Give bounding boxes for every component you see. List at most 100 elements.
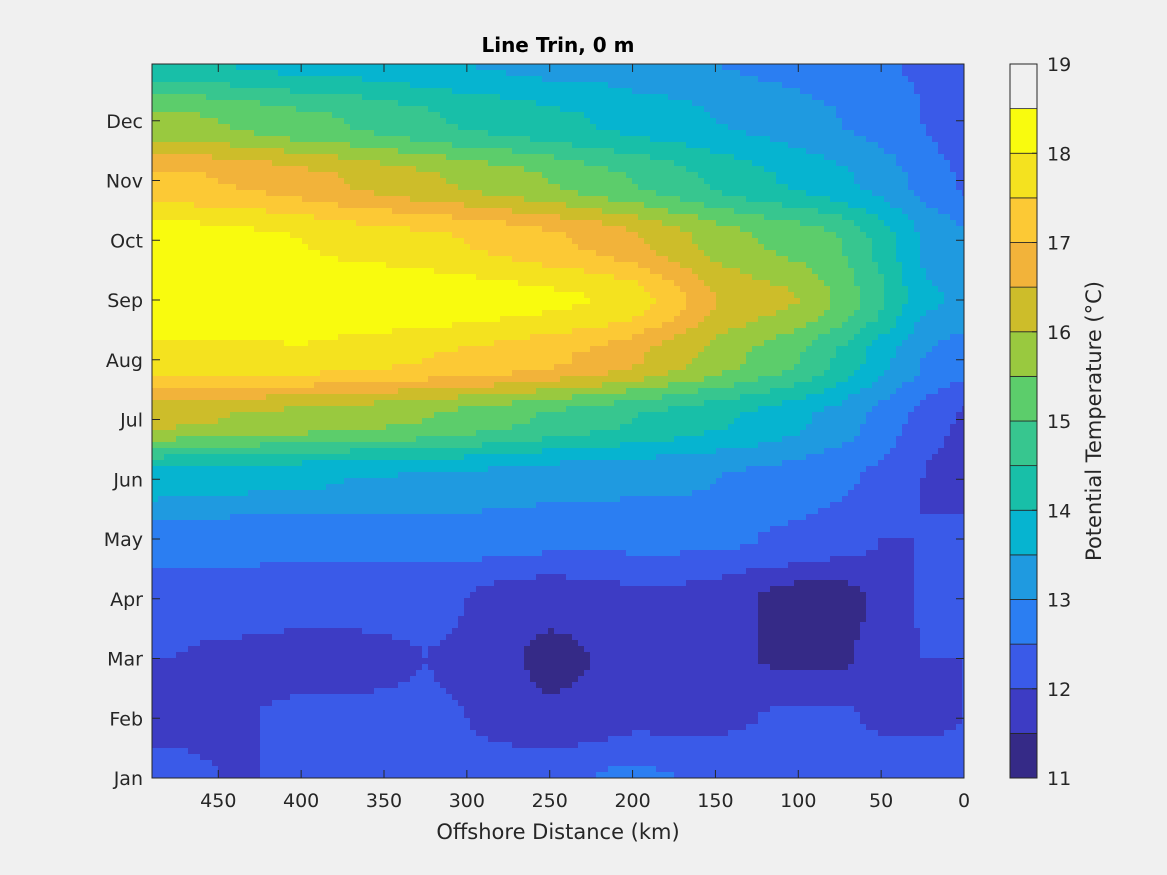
- contour-cell: [866, 412, 909, 419]
- contour-cell: [710, 286, 789, 293]
- contour-cell: [152, 202, 195, 209]
- colorbar-tick-label: 15: [1047, 411, 1071, 433]
- contour-cell: [788, 520, 964, 527]
- contour-cell: [866, 232, 897, 239]
- contour-cell: [758, 628, 861, 635]
- colorbar-swatch: [1009, 375, 1038, 422]
- contour-cell: [854, 436, 897, 443]
- contour-cell: [374, 190, 483, 197]
- contour-cell: [638, 280, 675, 287]
- contour-cell: [866, 550, 915, 557]
- contour-cell: [644, 352, 699, 359]
- contour-cell: [938, 148, 964, 155]
- contour-cell: [152, 634, 243, 641]
- contour-cell: [758, 640, 855, 647]
- contour-cell: [860, 634, 921, 641]
- contour-cell: [716, 334, 777, 341]
- contour-cell: [848, 376, 879, 383]
- x-tick-label: 250: [532, 790, 568, 812]
- contour-cell: [902, 424, 951, 431]
- contour-cell: [620, 424, 729, 431]
- contour-cell: [422, 358, 573, 365]
- contour-cell: [152, 340, 285, 347]
- contour-cell: [686, 580, 795, 587]
- contour-cell: [524, 646, 585, 653]
- contour-cell: [854, 172, 909, 179]
- colorbar-swatch: [1009, 509, 1038, 556]
- contour-cell: [344, 178, 447, 185]
- contour-cell: [434, 670, 531, 677]
- contour-cell: [152, 394, 267, 401]
- contour-cell: [758, 712, 861, 719]
- contour-cell: [764, 166, 849, 173]
- contour-cell: [488, 160, 585, 167]
- contour-cell: [152, 622, 459, 629]
- contour-cell: [290, 136, 411, 143]
- contour-cell: [152, 250, 321, 257]
- contour-cell: [608, 322, 663, 329]
- contour-cell: [608, 766, 657, 773]
- contour-cell: [884, 220, 915, 227]
- contour-cell: [362, 628, 453, 635]
- contour-cell: [716, 292, 795, 299]
- contour-cell: [788, 562, 915, 569]
- contour-cell: [938, 208, 964, 215]
- contour-cell: [758, 646, 855, 653]
- contour-cell: [860, 424, 903, 431]
- contour-cell: [152, 562, 261, 569]
- chart-title: Line Trin, 0 m: [481, 33, 634, 57]
- contour-cell: [668, 94, 813, 101]
- contour-cell: [884, 286, 909, 293]
- contour-cell: [920, 106, 964, 113]
- contour-cell: [914, 190, 963, 197]
- contour-cell: [260, 766, 609, 773]
- contour-cell: [734, 382, 795, 389]
- contour-cell: [944, 298, 964, 305]
- contour-cell: [158, 496, 621, 503]
- contour-cell: [152, 538, 759, 545]
- contour-cell: [704, 400, 783, 407]
- y-tick-label: May: [104, 529, 143, 551]
- contour-cell: [758, 610, 867, 617]
- contour-cell: [920, 496, 964, 503]
- contour-cell: [152, 580, 495, 587]
- contour-cell: [542, 550, 627, 557]
- contour-cell: [782, 202, 849, 209]
- contour-cell: [650, 136, 771, 143]
- contour-cell: [680, 196, 747, 203]
- contour-cell: [152, 154, 213, 161]
- contour-cell: [152, 364, 393, 371]
- contour-cell: [602, 220, 663, 227]
- contour-cell: [866, 466, 927, 473]
- contour-cell: [662, 340, 711, 347]
- contour-cell: [746, 358, 801, 365]
- contour-cell: [920, 364, 964, 371]
- contour-cell: [410, 676, 435, 683]
- contour-cell: [746, 322, 807, 329]
- contour-cell: [944, 292, 964, 299]
- contour-cell: [620, 442, 759, 449]
- contour-cell: [626, 550, 681, 557]
- contour-cell: [554, 286, 645, 293]
- contour-cell: [596, 124, 729, 131]
- contour-cell: [878, 544, 915, 551]
- contour-cell: [566, 232, 639, 239]
- contour-cell: [632, 178, 705, 185]
- contour-cell: [152, 274, 477, 281]
- contour-cell: [272, 700, 459, 707]
- contour-cell: [656, 250, 705, 257]
- y-tick-label: Feb: [109, 708, 143, 730]
- contour-cell: [872, 406, 915, 413]
- contour-cell: [608, 736, 964, 743]
- contour-cell: [542, 172, 627, 179]
- contour-cell: [704, 106, 837, 113]
- contour-cell: [818, 508, 921, 515]
- contour-cell: [152, 100, 261, 107]
- contour-cell: [338, 256, 513, 263]
- contour-cell: [920, 196, 964, 203]
- contour-cell: [458, 124, 597, 131]
- contour-cell: [926, 352, 964, 359]
- contour-cell: [152, 88, 291, 95]
- contour-cell: [728, 730, 879, 737]
- contour-cell: [422, 664, 429, 671]
